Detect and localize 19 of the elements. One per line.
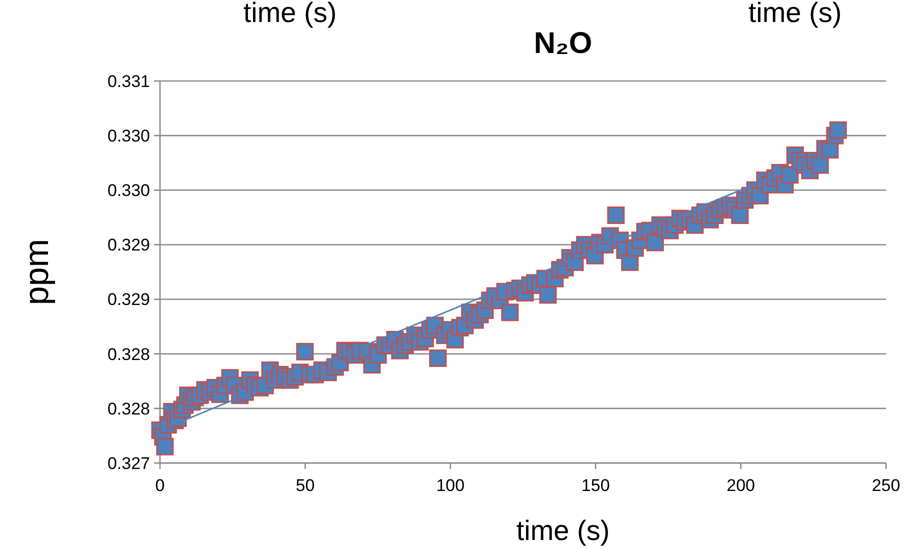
text: time (s) bbox=[243, 0, 337, 28]
y-tick-label: 0.330 bbox=[107, 126, 150, 146]
x-tick-label: 0 bbox=[155, 476, 165, 495]
y-tick-label: 0.330 bbox=[107, 181, 150, 200]
x-tick-label: 200 bbox=[726, 476, 755, 495]
x-tick-label: 50 bbox=[296, 476, 315, 495]
y-tick-label: 0.327 bbox=[107, 454, 150, 473]
x-tick-label: 150 bbox=[581, 476, 610, 495]
x-axis-title: time (s) bbox=[516, 515, 610, 546]
y-tick-label: 0.328 bbox=[107, 344, 150, 364]
y-tick-label: 0.331 bbox=[107, 72, 150, 91]
text: time (s) bbox=[748, 0, 842, 28]
y-axis-title: ppm bbox=[18, 238, 56, 306]
x-tick-label: 100 bbox=[436, 476, 465, 495]
y-tick-label: 0.328 bbox=[107, 399, 150, 418]
chart-title: N₂O bbox=[534, 27, 592, 60]
y-tick-label: 0.329 bbox=[107, 236, 150, 255]
x-tick-label: 250 bbox=[872, 476, 900, 495]
y-tick-label: 0.329 bbox=[107, 290, 150, 310]
